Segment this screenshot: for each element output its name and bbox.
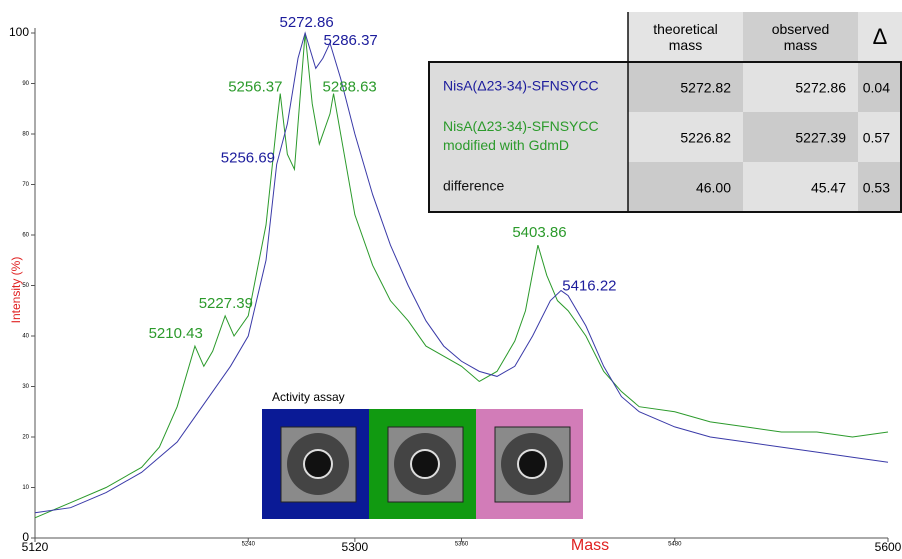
cell-text: 0.53 [863,180,890,196]
row-label: NisA(Δ23-34)-SFNSYCC [443,78,599,94]
y-tick-label: 40 [22,334,29,340]
row-label: NisA(Δ23-34)-SFNSYCC [443,118,599,134]
peak-label: 5256.37 [228,79,282,96]
header-text: theoretical mass [628,12,743,62]
inset-title: Activity assay [272,390,345,404]
cell-text: 5227.39 [795,130,846,146]
cell-text: 45.47 [811,180,846,196]
well [304,450,332,478]
header-box: observed mass [743,12,858,62]
peak-label: 5288.63 [323,79,377,96]
x-tick-label: 5120 [22,540,49,554]
x-tick-label: 5360 [455,542,469,548]
header-box: Δ [858,12,902,62]
y-tick-label: 20 [22,435,29,441]
y-tick-label: 70 [22,182,29,188]
cell-text: 0.57 [863,130,890,146]
x-tick-label: 5240 [242,542,256,548]
header-text: Δ [858,12,902,62]
y-axis-label: Intensity (%) [9,257,23,324]
peak-label: 5286.37 [324,32,378,49]
y-tick-label: 90 [22,81,29,87]
peak-label: 5416.22 [562,278,616,295]
x-tick-label: 5300 [342,540,369,554]
y-tick-label: 60 [22,233,29,239]
cell-text: 0.04 [863,80,890,96]
row-label: modified with GdmD [443,137,569,153]
header-text: observed mass [743,12,858,62]
y-tick-label: 100 [9,25,29,39]
peak-label: 5256.69 [221,149,275,166]
row-label: difference [443,178,504,194]
chart: Mass Intensity (%) 010203040506070809010… [0,0,902,554]
peak-label: 5227.39 [199,295,253,312]
peak-label: 5272.86 [280,14,334,31]
y-tick-label: 50 [22,283,29,289]
cell-text: 5272.82 [680,80,731,96]
x-axis-label: Mass [571,537,609,554]
cell-text: 5272.86 [795,80,846,96]
x-tick-label: 5600 [875,540,902,554]
well [411,450,439,478]
header-box: theoretical mass [628,12,743,62]
well [518,450,546,478]
y-tick-label: 10 [22,485,29,491]
cell-text: 5226.82 [680,130,731,146]
cell-text: 46.00 [696,180,731,196]
y-tick-label: 80 [22,132,29,138]
x-tick-label: 5480 [668,542,682,548]
peak-label: 5403.86 [512,224,566,241]
y-tick-label: 30 [22,384,29,390]
peak-label: 5210.43 [149,325,203,342]
